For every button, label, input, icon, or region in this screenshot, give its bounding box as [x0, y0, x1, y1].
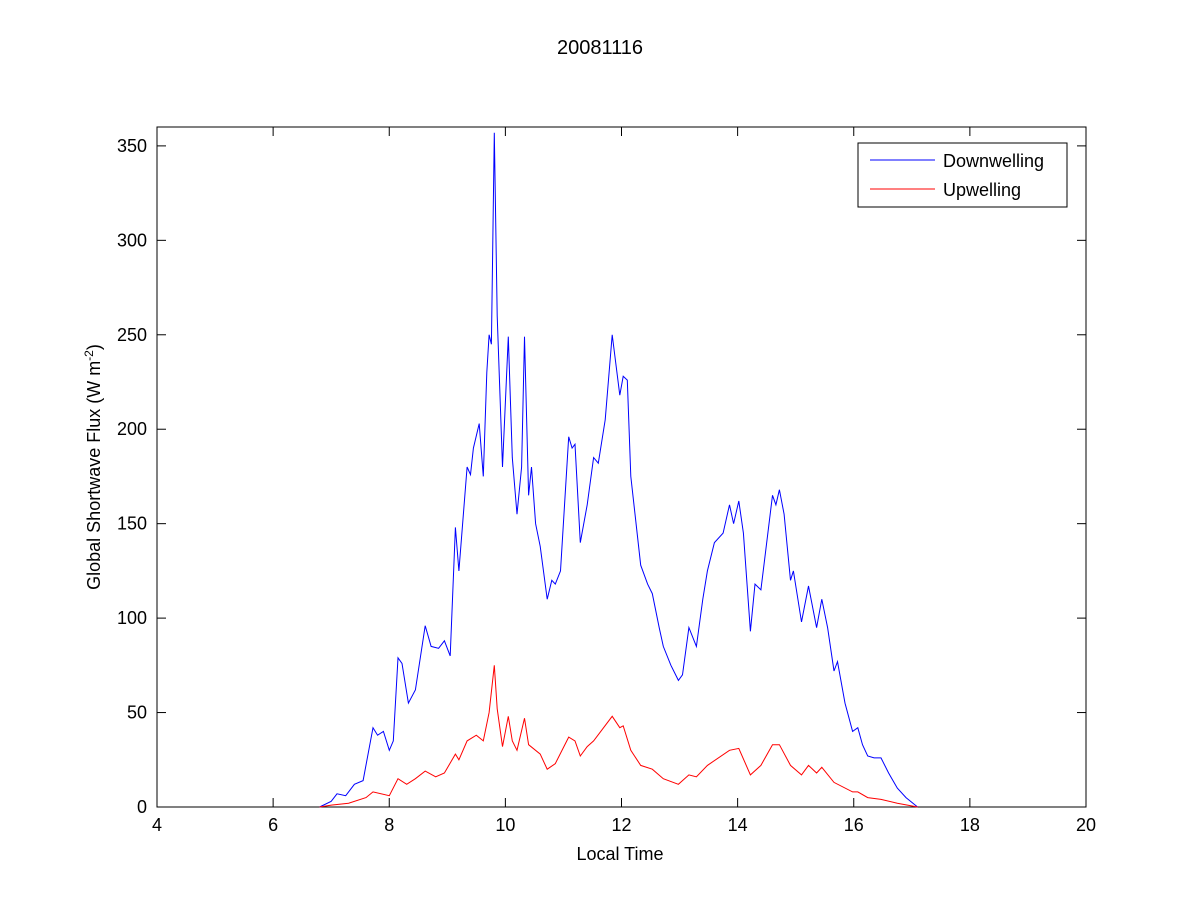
x-tick-label: 18: [960, 815, 980, 835]
x-tick-label: 10: [495, 815, 515, 835]
y-tick-label: 200: [117, 419, 147, 439]
y-axis-label: Global Shortwave Flux (W m-2): [82, 344, 104, 590]
y-axis-label-sup: -2: [82, 350, 96, 361]
x-tick-label: 12: [611, 815, 631, 835]
x-tick-label: 20: [1076, 815, 1096, 835]
y-axis-label-main: Global Shortwave Flux (W m: [84, 361, 104, 590]
chart-title: 20081116: [557, 37, 643, 59]
x-tick-label: 6: [268, 815, 278, 835]
y-tick-label: 250: [117, 325, 147, 345]
y-tick-label: 300: [117, 230, 147, 250]
legend-box: [857, 142, 1068, 208]
y-tick-label: 100: [117, 608, 147, 628]
x-tick-label: 16: [844, 815, 864, 835]
y-tick-label: 150: [117, 514, 147, 534]
legend-label-downwelling: Downwelling: [943, 151, 1044, 171]
series-line-downwelling: [319, 132, 918, 808]
legend-label-upwelling: Upwelling: [943, 180, 1021, 200]
y-tick-label: 50: [127, 703, 147, 723]
y-axis-label-end: ): [84, 344, 104, 350]
series-line-upwelling: [319, 665, 918, 808]
x-tick-label: 8: [384, 815, 394, 835]
x-axis-label: Local Time: [576, 844, 663, 864]
plot-area: [156, 126, 1087, 808]
x-tick-label: 4: [152, 815, 162, 835]
legend: Downwelling Upwelling: [857, 142, 1068, 208]
x-tick-label: 14: [728, 815, 748, 835]
y-tick-label: 350: [117, 136, 147, 156]
y-tick-label: 0: [137, 797, 147, 817]
